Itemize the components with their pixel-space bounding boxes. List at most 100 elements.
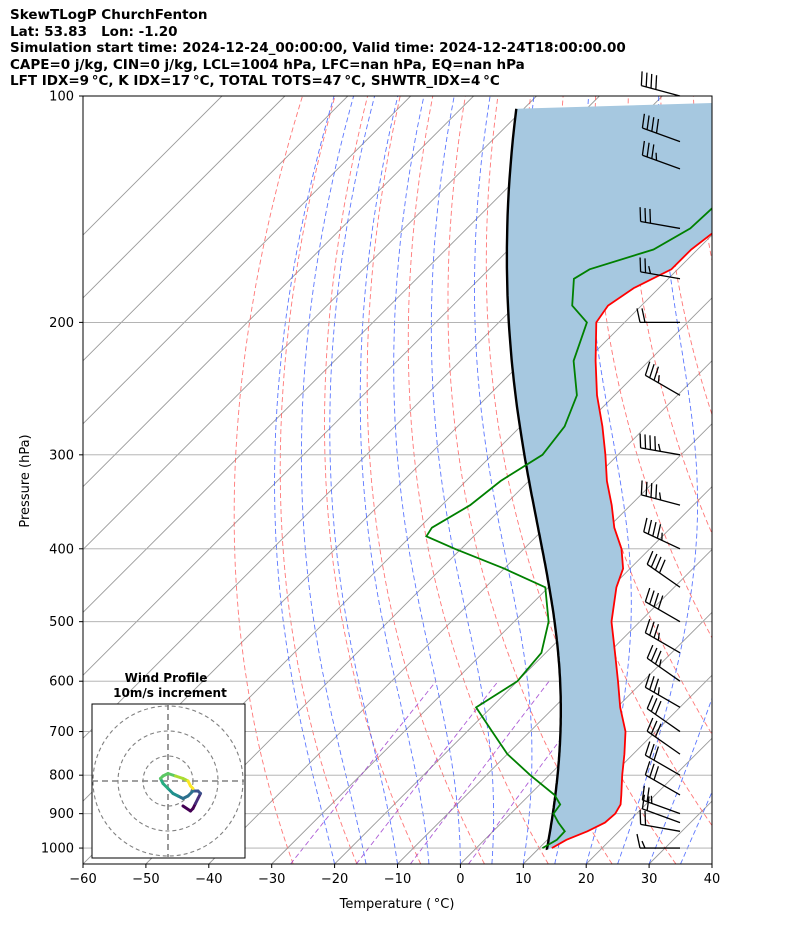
- wind-barb: [641, 785, 681, 815]
- wind-barb-feather: [651, 117, 655, 132]
- dry-adiabat-line: [279, 96, 358, 864]
- wind-barb-feather: [645, 72, 648, 87]
- location-line: Lat: 53.83 Lon: -1.20: [10, 23, 178, 40]
- wind-barb-feather: [639, 207, 642, 222]
- wind-barb-feather: [650, 553, 658, 568]
- wind-barb-feather: [646, 787, 650, 802]
- shaded-area: [506, 103, 712, 850]
- isotherm-line: [83, 96, 474, 488]
- moist-adiabat-line: [711, 862, 712, 864]
- wind-barb-feather: [641, 794, 646, 810]
- dry-adiabat-line: [726, 96, 794, 864]
- x-tick-label: 20: [578, 872, 595, 887]
- wind-barb-shaft: [642, 799, 681, 815]
- wind-barb: [639, 433, 681, 456]
- moist-adiabat-line: [300, 96, 367, 864]
- wind-barb-feather: [645, 481, 648, 497]
- isotherm-line: [522, 674, 712, 864]
- wind-barb-feather: [648, 266, 652, 274]
- wind-barb: [646, 717, 681, 755]
- wind-barb: [646, 644, 681, 682]
- wind-barb-feather: [649, 435, 652, 450]
- y-tick-label: 900: [49, 807, 74, 822]
- wind-barb: [644, 618, 681, 654]
- wind-barb-feather: [646, 644, 654, 659]
- wind-barb: [641, 140, 681, 170]
- wind-barbs: [636, 71, 681, 849]
- x-tick-label: 40: [704, 872, 721, 887]
- wind-barb-feather: [654, 700, 662, 715]
- wind-barb-feather: [639, 433, 642, 448]
- wind-barb-feather: [655, 75, 658, 90]
- wind-barb-feather: [644, 761, 651, 776]
- x-axis-ticks: −60 −50 −40 −30 −20 −10 0 10 20 30 40: [69, 864, 720, 887]
- x-tick-label: −20: [321, 872, 348, 887]
- y-tick-label: 800: [49, 769, 74, 784]
- x-tick-label: 10: [515, 872, 532, 887]
- isotherm-line: [83, 96, 600, 614]
- y-tick-label: 600: [49, 675, 74, 690]
- dry-adiabat-line: [759, 96, 794, 864]
- wind-barb: [644, 587, 681, 623]
- wind-barb-feather: [644, 741, 651, 756]
- wind-barb-feather: [657, 443, 661, 452]
- wind-barb-feather: [639, 810, 642, 825]
- wind-barb: [644, 673, 681, 708]
- isotherm-line: [271, 423, 712, 864]
- stability-line: CAPE=0 j/kg, CIN=0 j/kg, LCL=1004 hPa, L…: [10, 56, 525, 73]
- wind-barb-shaft: [642, 127, 681, 143]
- wind-barb-shaft: [645, 374, 681, 396]
- wind-barb: [639, 257, 681, 280]
- wind-barb-feather: [644, 673, 651, 688]
- wind-barb-shaft: [640, 220, 681, 230]
- wind-barb-feather: [657, 375, 660, 383]
- wind-barb-feather: [644, 810, 647, 826]
- x-tick-label: −60: [69, 872, 96, 887]
- wind-barb-feather: [658, 559, 666, 574]
- wind-barb-feather: [641, 840, 646, 849]
- isotherm-line: [83, 96, 286, 299]
- chart-header: SkewTLogP ChurchFenton Lat: 53.83 Lon: -…: [10, 7, 626, 90]
- wind-barb-shaft: [645, 774, 681, 796]
- isotherm-line: [334, 485, 712, 864]
- wind-barb-feather: [647, 519, 653, 535]
- hodograph-inset: Wind Profile 10m/s increment: [91, 671, 246, 859]
- wind-barb-feather: [649, 676, 655, 691]
- wind-barb: [644, 741, 681, 776]
- isotherm-line: [83, 96, 412, 425]
- x-axis-label: Temperature ( °C): [339, 897, 455, 912]
- wind-barb-shaft: [641, 85, 681, 97]
- wind-barb-feather: [649, 743, 655, 758]
- y-tick-label: 400: [49, 542, 74, 557]
- wind-barb-feather: [636, 308, 641, 323]
- wind-barb-feather: [646, 550, 654, 565]
- wind-barb-feather: [644, 258, 647, 273]
- wind-barb-feather: [650, 698, 658, 712]
- wind-barb-feather: [644, 587, 651, 602]
- isotherm-line: [83, 96, 349, 362]
- wind-barb-shaft: [645, 601, 681, 623]
- wind-barb-feather: [639, 257, 642, 272]
- moist-adiabat-line: [680, 790, 712, 864]
- y-tick-label: 700: [49, 725, 74, 740]
- dry-adiabat-line: [407, 96, 549, 864]
- wind-barb-feather: [653, 678, 660, 693]
- wind-barb-feather: [655, 484, 658, 499]
- temperature-line: [551, 232, 712, 849]
- wind-barb-feather: [654, 556, 662, 571]
- wind-barb-feather: [649, 363, 655, 378]
- wind-barb: [644, 361, 681, 396]
- wind-barb-feather: [652, 522, 657, 537]
- wind-barb-feather: [646, 796, 650, 811]
- wind-barb-feather: [653, 746, 660, 761]
- moist-adiabat-line: [359, 96, 430, 864]
- wind-barb: [636, 833, 680, 849]
- wind-barb-feather: [646, 142, 650, 158]
- isotherm-line: [711, 863, 712, 864]
- wind-barb-shaft: [645, 632, 681, 654]
- chart-title: SkewTLogP ChurchFenton: [10, 7, 208, 23]
- wind-barb-feather: [636, 833, 641, 849]
- isotherm-line: [397, 548, 712, 864]
- dry-adiabat-line: [447, 96, 613, 864]
- wind-barb-feather: [657, 595, 664, 610]
